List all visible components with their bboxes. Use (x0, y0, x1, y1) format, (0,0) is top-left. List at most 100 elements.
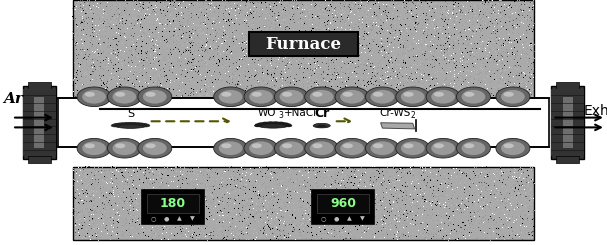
Point (171, 13, 181, 17)
Point (367, 29, 377, 33)
Point (274, 67, 284, 71)
Point (175, 89, 185, 93)
Point (89, 64, 98, 68)
Point (283, 81, 293, 85)
Point (162, 4, 172, 8)
Point (410, 68, 420, 72)
Point (466, 8, 475, 12)
Point (215, 200, 225, 204)
Point (189, 224, 198, 228)
Point (372, 183, 382, 187)
Point (322, 193, 332, 197)
Point (289, 4, 299, 8)
Point (122, 2, 132, 6)
Point (487, 188, 497, 192)
Point (370, 171, 379, 175)
Point (400, 219, 410, 223)
Point (323, 51, 333, 55)
Point (242, 38, 252, 42)
Point (370, 212, 379, 216)
Point (388, 49, 398, 52)
Point (381, 53, 390, 57)
Point (232, 6, 242, 10)
Point (358, 84, 367, 87)
Point (211, 47, 221, 51)
Point (351, 37, 361, 41)
Point (363, 81, 373, 85)
Point (404, 33, 413, 37)
Point (299, 41, 309, 45)
Point (367, 58, 377, 62)
Point (328, 203, 337, 207)
Point (388, 60, 398, 64)
Point (373, 229, 383, 233)
Point (304, 76, 314, 80)
Point (309, 95, 319, 99)
Point (528, 182, 538, 186)
Point (137, 1, 147, 5)
Point (201, 24, 211, 28)
Point (490, 184, 500, 188)
Point (526, 205, 536, 209)
Point (354, 78, 364, 82)
Point (361, 219, 370, 223)
Point (158, 95, 168, 99)
Point (168, 65, 177, 69)
Point (287, 223, 297, 227)
Point (444, 37, 453, 40)
Point (168, 5, 177, 9)
Point (341, 233, 350, 236)
Point (160, 63, 169, 67)
Point (521, 84, 531, 88)
Point (313, 171, 323, 175)
Ellipse shape (124, 122, 133, 125)
Point (362, 222, 371, 226)
Point (344, 219, 353, 223)
Point (382, 171, 392, 175)
Point (241, 88, 251, 92)
Point (310, 85, 320, 89)
Point (498, 234, 508, 238)
Point (148, 11, 158, 15)
Point (210, 10, 220, 14)
Point (173, 48, 183, 52)
Point (141, 86, 151, 90)
Point (416, 73, 426, 77)
Point (270, 78, 280, 82)
Point (411, 197, 421, 201)
Point (217, 55, 226, 59)
Point (224, 19, 234, 23)
Point (374, 25, 384, 29)
Point (97, 212, 106, 216)
Point (248, 4, 258, 8)
Point (412, 200, 422, 204)
Point (330, 216, 339, 220)
Point (209, 233, 219, 237)
Point (151, 219, 160, 223)
Point (171, 76, 181, 80)
Point (246, 62, 256, 66)
Point (293, 18, 303, 22)
Point (101, 54, 110, 58)
Point (154, 19, 163, 23)
Point (179, 225, 189, 229)
Point (151, 56, 161, 60)
Point (409, 189, 419, 193)
Point (427, 88, 437, 92)
Point (73, 185, 83, 189)
Point (412, 204, 421, 208)
Point (329, 61, 339, 64)
Point (202, 168, 212, 172)
Point (276, 7, 286, 11)
Point (460, 60, 470, 64)
Point (275, 36, 285, 40)
Point (100, 9, 109, 13)
Point (129, 184, 138, 188)
Point (206, 8, 216, 12)
Point (265, 8, 275, 12)
Point (120, 223, 130, 227)
Point (459, 89, 469, 93)
Point (235, 6, 245, 10)
Point (211, 78, 221, 82)
Point (160, 74, 170, 78)
